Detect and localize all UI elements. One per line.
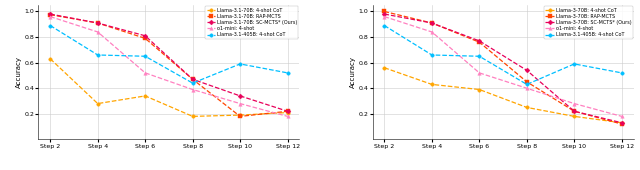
o1-mini: 4-shot: (12, 0.18): 4-shot: (12, 0.18) xyxy=(618,115,625,117)
Llama-3-70B: RAP-MCTS: (10, 0.22): RAP-MCTS: (10, 0.22) xyxy=(570,110,578,112)
Llama-3.1-70B: RAP-MCTS: (10, 0.18): RAP-MCTS: (10, 0.18) xyxy=(236,115,244,117)
Llama-3-70B: RAP-MCTS: (4, 0.91): RAP-MCTS: (4, 0.91) xyxy=(428,22,436,24)
Llama-3.1-70B: SC-MCTS* (Ours): (2, 0.98): SC-MCTS* (Ours): (2, 0.98) xyxy=(47,13,54,15)
Llama-3.1-405B: 4-shot CoT: (8, 0.43): 4-shot CoT: (8, 0.43) xyxy=(523,83,531,85)
Line: Llama-3.1-70B: SC-MCTS* (Ours): Llama-3.1-70B: SC-MCTS* (Ours) xyxy=(49,12,289,113)
o1-mini: 4-shot: (8, 0.39): 4-shot: (8, 0.39) xyxy=(189,89,196,91)
Llama-3.1-70B: 4-shot CoT: (4, 0.28): 4-shot CoT: (4, 0.28) xyxy=(94,103,102,105)
Llama-3.1-405B: 4-shot CoT: (6, 0.65): 4-shot CoT: (6, 0.65) xyxy=(476,55,483,57)
Llama-3-70B: RAP-MCTS: (8, 0.45): RAP-MCTS: (8, 0.45) xyxy=(523,81,531,83)
Llama-3-70B: 4-shot CoT: (10, 0.18): 4-shot CoT: (10, 0.18) xyxy=(570,115,578,117)
Llama-3-70B: SC-MCTS* (Ours): (12, 0.13): SC-MCTS* (Ours): (12, 0.13) xyxy=(618,122,625,124)
Llama-3.1-70B: 4-shot CoT: (6, 0.34): 4-shot CoT: (6, 0.34) xyxy=(141,95,149,97)
Llama-3.1-70B: RAP-MCTS: (6, 0.79): RAP-MCTS: (6, 0.79) xyxy=(141,37,149,39)
Llama-3.1-405B: 4-shot CoT: (4, 0.66): 4-shot CoT: (4, 0.66) xyxy=(428,54,436,56)
Line: o1-mini: 4-shot: o1-mini: 4-shot xyxy=(383,15,623,118)
Line: Llama-3.1-405B: 4-shot CoT: Llama-3.1-405B: 4-shot CoT xyxy=(49,24,289,85)
Line: o1-mini: 4-shot: o1-mini: 4-shot xyxy=(49,15,289,118)
Llama-3.1-405B: 4-shot CoT: (12, 0.52): 4-shot CoT: (12, 0.52) xyxy=(284,72,291,74)
Y-axis label: Accuracy: Accuracy xyxy=(349,56,356,88)
Llama-3-70B: RAP-MCTS: (12, 0.12): RAP-MCTS: (12, 0.12) xyxy=(618,123,625,125)
Llama-3-70B: SC-MCTS* (Ours): (10, 0.22): SC-MCTS* (Ours): (10, 0.22) xyxy=(570,110,578,112)
Llama-3.1-405B: 4-shot CoT: (6, 0.65): 4-shot CoT: (6, 0.65) xyxy=(141,55,149,57)
Llama-3.1-70B: SC-MCTS* (Ours): (4, 0.91): SC-MCTS* (Ours): (4, 0.91) xyxy=(94,22,102,24)
Llama-3.1-405B: 4-shot CoT: (2, 0.89): 4-shot CoT: (2, 0.89) xyxy=(381,24,388,27)
o1-mini: 4-shot: (2, 0.96): 4-shot: (2, 0.96) xyxy=(381,16,388,18)
Llama-3.1-405B: 4-shot CoT: (12, 0.52): 4-shot CoT: (12, 0.52) xyxy=(618,72,625,74)
Llama-3-70B: SC-MCTS* (Ours): (8, 0.54): SC-MCTS* (Ours): (8, 0.54) xyxy=(523,69,531,71)
o1-mini: 4-shot: (8, 0.4): 4-shot: (8, 0.4) xyxy=(523,87,531,89)
Llama-3.1-405B: 4-shot CoT: (10, 0.59): 4-shot CoT: (10, 0.59) xyxy=(236,63,244,65)
o1-mini: 4-shot: (10, 0.28): 4-shot: (10, 0.28) xyxy=(570,103,578,105)
Llama-3-70B: SC-MCTS* (Ours): (4, 0.91): SC-MCTS* (Ours): (4, 0.91) xyxy=(428,22,436,24)
Line: Llama-3.1-70B: RAP-MCTS: Llama-3.1-70B: RAP-MCTS xyxy=(49,13,289,118)
Llama-3.1-405B: 4-shot CoT: (8, 0.44): 4-shot CoT: (8, 0.44) xyxy=(189,82,196,84)
Line: Llama-3-70B: RAP-MCTS: Llama-3-70B: RAP-MCTS xyxy=(383,10,623,126)
o1-mini: 4-shot: (6, 0.52): 4-shot: (6, 0.52) xyxy=(141,72,149,74)
Llama-3.1-70B: 4-shot CoT: (8, 0.18): 4-shot CoT: (8, 0.18) xyxy=(189,115,196,117)
Llama-3.1-70B: 4-shot CoT: (12, 0.21): 4-shot CoT: (12, 0.21) xyxy=(284,112,291,114)
Llama-3-70B: 4-shot CoT: (12, 0.13): 4-shot CoT: (12, 0.13) xyxy=(618,122,625,124)
Llama-3-70B: 4-shot CoT: (4, 0.43): 4-shot CoT: (4, 0.43) xyxy=(428,83,436,85)
Line: Llama-3.1-405B: 4-shot CoT: Llama-3.1-405B: 4-shot CoT xyxy=(383,24,623,86)
Llama-3.1-70B: 4-shot CoT: (10, 0.19): 4-shot CoT: (10, 0.19) xyxy=(236,114,244,116)
Llama-3.1-70B: RAP-MCTS: (4, 0.91): RAP-MCTS: (4, 0.91) xyxy=(94,22,102,24)
Llama-3.1-70B: SC-MCTS* (Ours): (12, 0.22): SC-MCTS* (Ours): (12, 0.22) xyxy=(284,110,291,112)
Llama-3.1-70B: RAP-MCTS: (8, 0.47): RAP-MCTS: (8, 0.47) xyxy=(189,78,196,80)
Llama-3.1-405B: 4-shot CoT: (4, 0.66): 4-shot CoT: (4, 0.66) xyxy=(94,54,102,56)
o1-mini: 4-shot: (12, 0.18): 4-shot: (12, 0.18) xyxy=(284,115,291,117)
Llama-3.1-70B: RAP-MCTS: (12, 0.22): RAP-MCTS: (12, 0.22) xyxy=(284,110,291,112)
Llama-3.1-70B: 4-shot CoT: (2, 0.63): 4-shot CoT: (2, 0.63) xyxy=(47,58,54,60)
Line: Llama-3-70B: 4-shot CoT: Llama-3-70B: 4-shot CoT xyxy=(383,66,623,124)
Llama-3-70B: RAP-MCTS: (2, 1): RAP-MCTS: (2, 1) xyxy=(381,11,388,13)
Llama-3-70B: SC-MCTS* (Ours): (2, 0.98): SC-MCTS* (Ours): (2, 0.98) xyxy=(381,13,388,15)
Llama-3.1-405B: 4-shot CoT: (10, 0.59): 4-shot CoT: (10, 0.59) xyxy=(570,63,578,65)
o1-mini: 4-shot: (4, 0.84): 4-shot: (4, 0.84) xyxy=(94,31,102,33)
Llama-3.1-70B: SC-MCTS* (Ours): (6, 0.81): SC-MCTS* (Ours): (6, 0.81) xyxy=(141,35,149,37)
o1-mini: 4-shot: (2, 0.96): 4-shot: (2, 0.96) xyxy=(47,16,54,18)
Llama-3.1-70B: RAP-MCTS: (2, 0.975): RAP-MCTS: (2, 0.975) xyxy=(47,14,54,16)
Y-axis label: Accuracy: Accuracy xyxy=(15,56,22,88)
o1-mini: 4-shot: (6, 0.52): 4-shot: (6, 0.52) xyxy=(476,72,483,74)
o1-mini: 4-shot: (10, 0.28): 4-shot: (10, 0.28) xyxy=(236,103,244,105)
Llama-3-70B: 4-shot CoT: (8, 0.25): 4-shot CoT: (8, 0.25) xyxy=(523,106,531,108)
Llama-3.1-70B: SC-MCTS* (Ours): (8, 0.47): SC-MCTS* (Ours): (8, 0.47) xyxy=(189,78,196,80)
Llama-3-70B: 4-shot CoT: (2, 0.56): 4-shot CoT: (2, 0.56) xyxy=(381,67,388,69)
Line: Llama-3.1-70B: 4-shot CoT: Llama-3.1-70B: 4-shot CoT xyxy=(49,57,289,118)
Llama-3-70B: SC-MCTS* (Ours): (6, 0.77): SC-MCTS* (Ours): (6, 0.77) xyxy=(476,40,483,42)
Llama-3-70B: 4-shot CoT: (6, 0.39): 4-shot CoT: (6, 0.39) xyxy=(476,89,483,91)
Llama-3.1-405B: 4-shot CoT: (2, 0.89): 4-shot CoT: (2, 0.89) xyxy=(47,24,54,27)
Legend: Llama-3-70B: 4-shot CoT, Llama-3-70B: RAP-MCTS, Llama-3-70B: SC-MCTS* (Ours), o1: Llama-3-70B: 4-shot CoT, Llama-3-70B: RA… xyxy=(544,6,632,39)
Legend: Llama-3.1-70B: 4-shot CoT, Llama-3.1-70B: RAP-MCTS, Llama-3.1-70B: SC-MCTS* (Our: Llama-3.1-70B: 4-shot CoT, Llama-3.1-70B… xyxy=(205,6,298,39)
o1-mini: 4-shot: (4, 0.84): 4-shot: (4, 0.84) xyxy=(428,31,436,33)
Llama-3.1-70B: SC-MCTS* (Ours): (10, 0.34): SC-MCTS* (Ours): (10, 0.34) xyxy=(236,95,244,97)
Llama-3-70B: RAP-MCTS: (6, 0.76): RAP-MCTS: (6, 0.76) xyxy=(476,41,483,43)
Line: Llama-3-70B: SC-MCTS* (Ours): Llama-3-70B: SC-MCTS* (Ours) xyxy=(383,12,623,124)
